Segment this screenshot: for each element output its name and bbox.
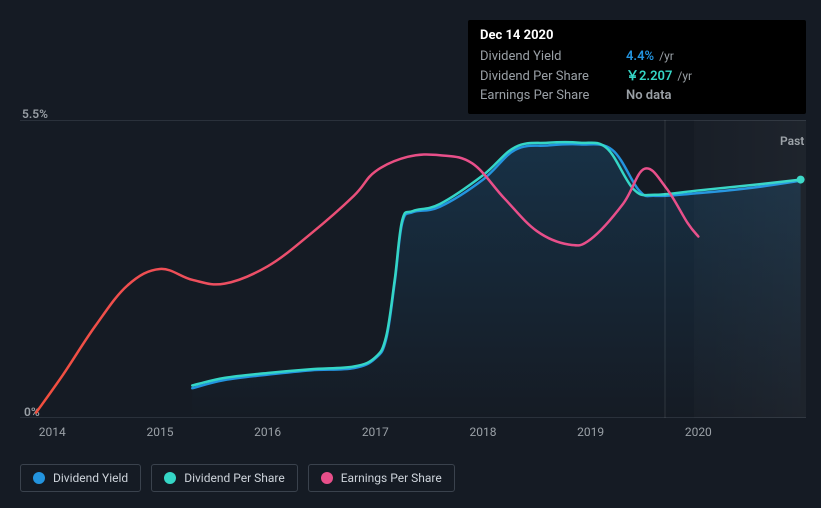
tooltip-row: Earnings Per Share No data (480, 86, 794, 106)
legend-item[interactable]: Dividend Per Share (151, 464, 298, 492)
legend-item[interactable]: Earnings Per Share (308, 464, 455, 492)
tooltip-row: Dividend Per Share ￥2.207 /yr (480, 67, 794, 87)
hover-tooltip: Dec 14 2020 Dividend Yield4.4% /yrDivide… (468, 20, 806, 114)
chart-legend: Dividend Yield Dividend Per Share Earnings… (20, 464, 455, 492)
x-tick-label: 2020 (678, 425, 718, 439)
tooltip-row-value: 4.4% /yr (626, 47, 674, 67)
x-tick-label: 2016 (248, 425, 288, 439)
x-tick-label: 2019 (571, 425, 611, 439)
legend-item[interactable]: Dividend Yield (20, 464, 141, 492)
legend-swatch (321, 472, 333, 484)
legend-label: Earnings Per Share (341, 471, 442, 485)
x-tick-label: 2017 (355, 425, 395, 439)
tooltip-row-label: Earnings Per Share (480, 86, 610, 106)
x-tick-label: 2014 (32, 425, 72, 439)
legend-label: Dividend Per Share (184, 471, 285, 485)
future-band (694, 120, 806, 418)
tooltip-row-label: Dividend Per Share (480, 67, 610, 87)
y-axis-max-label: 5.5% (22, 107, 48, 121)
x-tick-label: 2018 (463, 425, 503, 439)
x-tick-label: 2015 (140, 425, 180, 439)
line-chart (20, 120, 806, 418)
tooltip-row-label: Dividend Yield (480, 47, 610, 67)
tooltip-row-value: No data (626, 86, 671, 106)
legend-label: Dividend Yield (53, 471, 128, 485)
tooltip-date: Dec 14 2020 (480, 28, 794, 43)
tooltip-row-value: ￥2.207 /yr (626, 67, 692, 87)
tooltip-row: Dividend Yield 4.4% /yr (480, 47, 794, 67)
legend-swatch (164, 472, 176, 484)
hover-guide-line (664, 120, 666, 418)
legend-swatch (33, 472, 45, 484)
